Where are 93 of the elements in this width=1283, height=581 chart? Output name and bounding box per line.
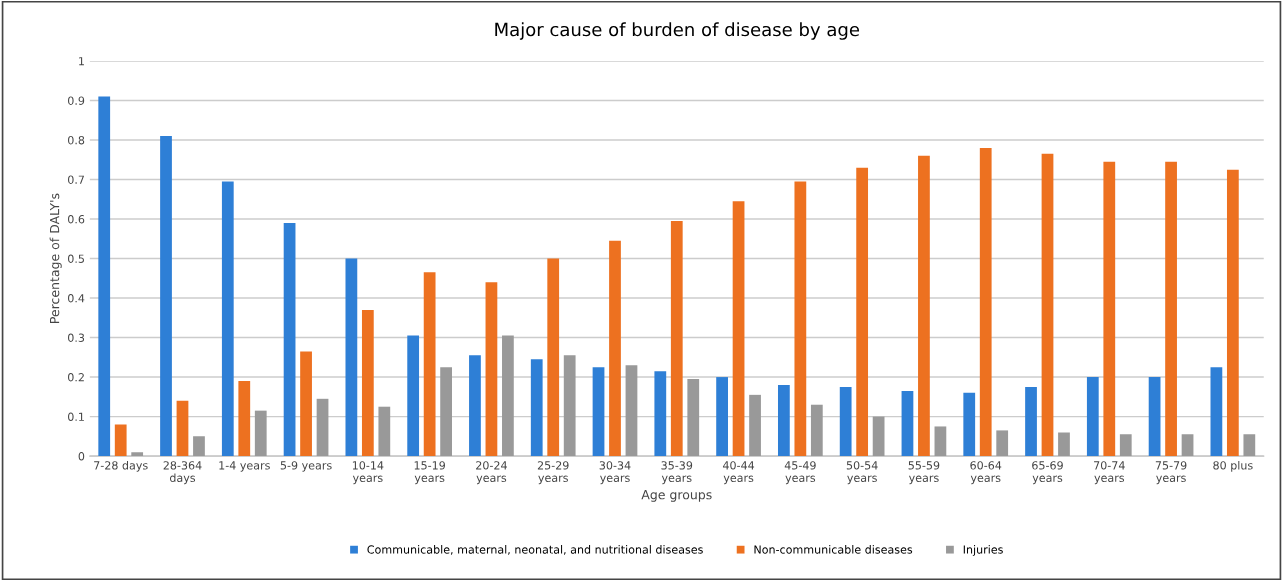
bar [609, 240, 621, 457]
bar [238, 381, 251, 457]
x-tick-label: 7-28 days [94, 460, 148, 472]
bar [1058, 432, 1070, 457]
y-tick-label: 0.6 [68, 215, 85, 224]
x-tick-label: 25-29 years [537, 461, 569, 485]
bar [856, 167, 869, 457]
bar [131, 452, 144, 457]
bar [221, 181, 234, 457]
legend-label: Injuries [963, 545, 1003, 556]
bar [934, 426, 947, 457]
x-tick-label: 15-19 years [414, 461, 445, 485]
bar [810, 404, 823, 457]
bar [777, 384, 790, 457]
legend-label: Communicable, maternal, neonatal, and nutritional diseases [367, 545, 703, 555]
bar [670, 221, 683, 457]
y-tick-label: 0.8 [68, 136, 85, 145]
bar [283, 222, 296, 457]
x-tick-label: 70-74 years [1094, 461, 1125, 485]
bar [732, 201, 745, 457]
bar [872, 416, 885, 457]
bar [1041, 153, 1054, 457]
bar [345, 258, 358, 457]
y-tick-label: 0.3 [68, 333, 85, 342]
bar [1086, 377, 1099, 457]
x-tick-label: 28-364 days [163, 461, 202, 485]
x-tick-label: 10-14 years [352, 461, 384, 485]
y-tick-label: 0.5 [68, 254, 84, 263]
y-tick-label: 0 [78, 452, 85, 461]
bar [300, 351, 312, 457]
bar [407, 335, 420, 457]
bar [592, 367, 605, 457]
bar [98, 96, 111, 457]
x-tick-label: 60-64 years [970, 461, 1002, 485]
x-tick-label: 20-24 years [476, 461, 507, 485]
bar [839, 386, 852, 457]
bar [378, 406, 391, 457]
x-axis-title: Age groups [641, 490, 712, 502]
bar [160, 136, 172, 457]
bar [485, 282, 498, 457]
bar [996, 430, 1009, 457]
bar [1165, 161, 1177, 457]
x-tick-label: 75-79 years [1155, 461, 1187, 485]
y-tick-label: 0.7 [68, 175, 84, 184]
y-tick-label: 0.4 [68, 294, 85, 303]
y-tick-label: 0.2 [68, 373, 84, 382]
y-tick-label: 0.9 [68, 96, 85, 105]
bar [1210, 367, 1223, 457]
x-tick-label: 5-9 years [280, 461, 332, 472]
bar [1119, 434, 1132, 457]
bar [423, 272, 436, 457]
bar [749, 394, 761, 457]
chart-title: Major cause of burden of disease by age [495, 22, 860, 40]
bar [530, 359, 543, 457]
bar [502, 335, 514, 457]
x-tick-label: 45-49 years [784, 461, 816, 485]
bar [963, 392, 976, 457]
bar [440, 367, 452, 457]
bar [254, 410, 267, 457]
bar [1243, 434, 1256, 457]
x-tick-label: 65-69 years [1032, 461, 1063, 485]
bar [625, 365, 638, 457]
bar [547, 258, 560, 457]
bar [176, 400, 189, 457]
bar [716, 377, 728, 457]
x-tick-label: 1-4 years [219, 461, 270, 472]
bar [1148, 377, 1161, 457]
bar [193, 436, 205, 457]
bar [1103, 161, 1116, 457]
x-tick-label: 30-34 years [599, 461, 631, 485]
x-tick-label: 50-54 years [846, 461, 878, 485]
y-tick-label: 1 [79, 57, 84, 66]
bar [918, 155, 930, 457]
bar [1181, 434, 1194, 457]
bar [114, 424, 127, 457]
bar [1025, 386, 1037, 457]
x-tick-label: 80 plus [1213, 460, 1253, 472]
y-axis-title: Percentage of DALY's [49, 193, 62, 323]
bar [901, 390, 914, 457]
bar [1226, 169, 1239, 457]
x-tick-label: 40-44 years [722, 461, 755, 485]
bar [361, 309, 374, 457]
bar [654, 371, 667, 457]
y-tick-label: 0.1 [68, 412, 84, 421]
bar [979, 147, 992, 457]
x-tick-label: 55-59 years [908, 461, 940, 485]
bar [469, 355, 481, 457]
bar [687, 379, 700, 457]
x-tick-label: 35-39 years [661, 461, 693, 485]
bar [794, 181, 807, 457]
legend-label: Non-communicable diseases [754, 545, 913, 554]
bar [563, 355, 576, 457]
bar [316, 398, 329, 457]
